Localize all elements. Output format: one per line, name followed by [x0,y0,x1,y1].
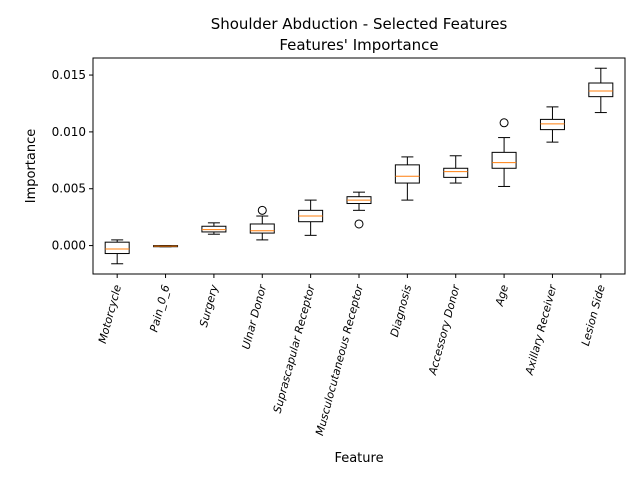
box-1 [104,239,130,265]
box-5 [298,199,324,236]
box-8 [443,155,469,184]
chart-title: Shoulder Abduction - Selected Features [211,15,508,33]
iqr-box [201,225,227,233]
y-tick-label: 0.005 [52,182,86,196]
x-axis-label: Feature [334,451,383,466]
x-tick-label: Musculocutaneous Receptor [313,282,366,437]
plot-frame [92,57,626,275]
y-tick-label: 0.010 [52,125,86,139]
box-6 [346,191,372,229]
iqr-box [249,223,275,234]
box-2 [153,245,179,248]
x-tick-label: Surgery [197,283,221,329]
outlier-point [499,118,509,128]
outlier-point [257,205,267,215]
plot-area: 0.000 0.005 0.010 0.015 Motorcycle Pain_0_6 Su… [52,67,614,437]
iqr-box [588,82,614,98]
y-axis-label: Importance [24,129,39,204]
x-tick-label: Axillary Receiver [523,282,560,377]
outlier-point [354,219,364,229]
x-tick-label: Accessory Donor [426,282,463,377]
y-tick-label: 0.000 [52,239,86,253]
box-7 [394,156,420,201]
x-tick-label: Suprascapular Receptor [271,282,318,415]
chart-subtitle: Features' Importance [279,36,438,54]
iqr-box [394,164,420,184]
x-tick-label: Ulnar Donor [239,282,269,351]
box-11 [588,67,614,114]
x-tick-label: Age [493,283,511,308]
x-tick-label: Motorcycle [96,283,124,345]
iqr-box [539,118,565,131]
x-tick-label: Lesion Side [579,283,608,347]
y-tick-label: 0.015 [52,68,86,82]
box-4 [249,205,275,241]
iqr-box [104,241,130,255]
box-3 [201,222,227,235]
box-10 [539,106,565,143]
iqr-box [491,151,517,169]
x-tick-label: Diagnosis [388,283,414,338]
x-tick-label: Pain_0_6 [147,283,172,333]
iqr-box [443,167,469,178]
box-9 [491,118,517,187]
